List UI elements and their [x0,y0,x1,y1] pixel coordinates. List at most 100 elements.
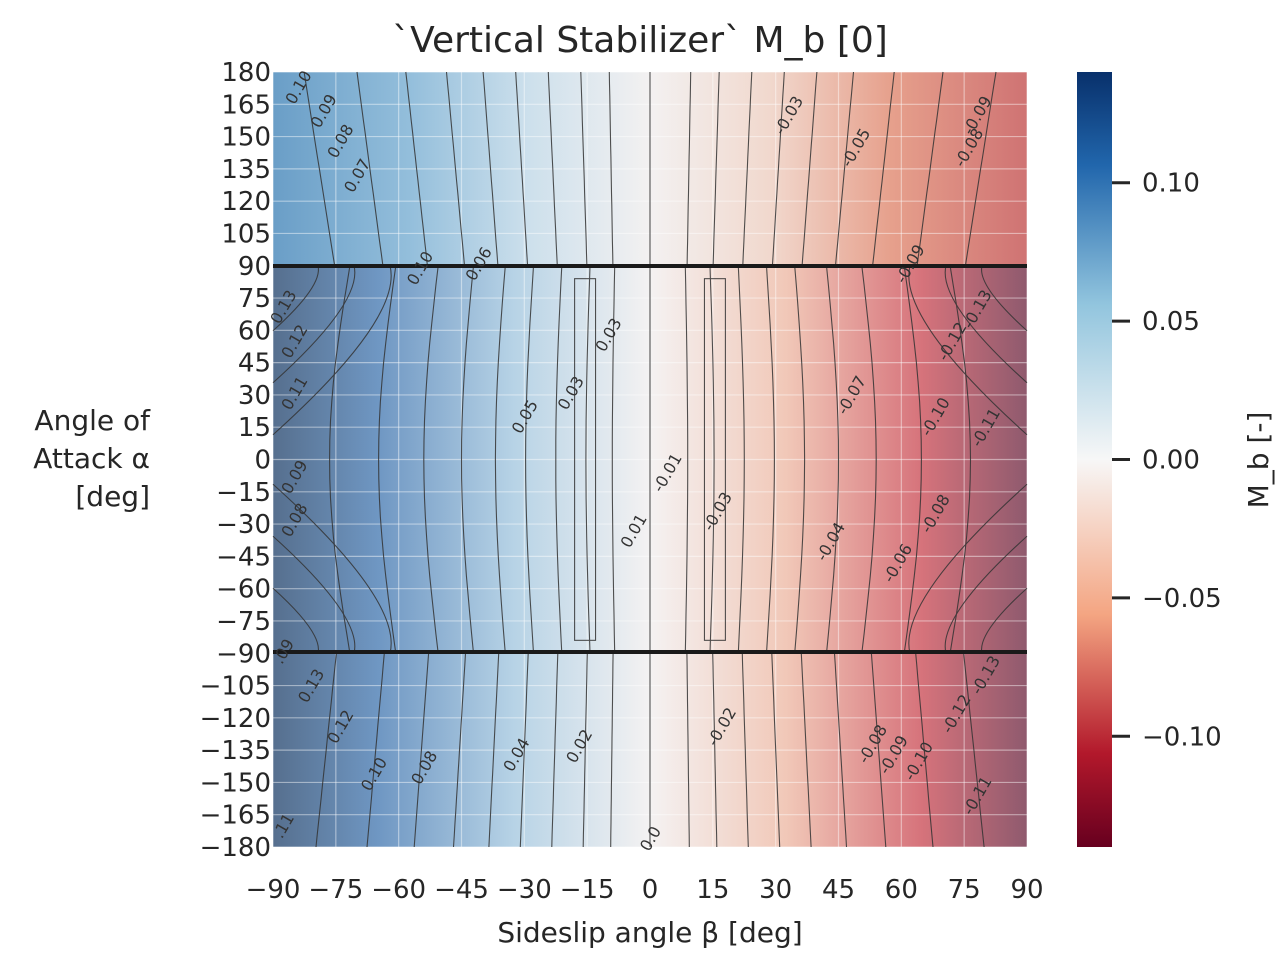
contour-line [833,653,848,848]
contour-line [771,71,785,266]
y-tick-label: 60 [238,316,271,346]
contour-line [582,653,588,848]
colorbar-tick-label: 0.05 [1142,307,1200,337]
colorbar-tick-label: −0.10 [1142,722,1222,752]
plot-area: 0.100.090.080.070.10 0.060.130.120.110.09… [266,67,1028,854]
contour-line [488,653,500,848]
contour-line [686,653,690,848]
contour-line [315,653,337,848]
contour-line [519,653,529,848]
y-tick-label: −30 [216,510,271,540]
contour-line [378,265,397,654]
y-tick-label: −180 [200,833,271,863]
y-tick-label: 45 [238,349,271,379]
x-tick-label: 75 [948,875,981,905]
colorbar-tick-label: 0.10 [1142,169,1200,199]
contour-line [949,265,972,654]
contour-line [742,71,753,266]
contour-line [903,265,922,654]
contour-line-arc [981,587,1028,654]
contour-line [405,71,428,266]
contour-line [737,265,745,654]
contour-line [555,265,563,654]
y-tick-label: 105 [221,219,271,249]
contour-line [460,265,475,654]
x-tick-label: 45 [822,875,855,905]
x-tick-label: −15 [560,875,615,905]
x-tick-label: −60 [371,875,426,905]
contour-line [915,653,934,848]
contour-line [525,265,535,654]
x-tick-label: 30 [759,875,792,905]
contour-line-arc [272,265,356,384]
x-axis-label: Sideslip angle β [deg] [497,916,802,949]
contour-line [870,653,887,848]
x-tick-label: −75 [308,875,363,905]
contour-line-arc [272,265,319,332]
contour-line-arc [908,265,1028,436]
x-tick-label: −90 [246,875,301,905]
contour-line [861,265,877,654]
contour-line [916,71,944,266]
y-axis-label-line-2: Attack α [33,442,150,475]
x-tick-label: 90 [1010,875,1043,905]
contour-line-arc [944,535,1028,654]
y-tick-label: −165 [200,801,271,831]
y-tick-label: 120 [221,187,271,217]
contour-line [825,265,840,654]
contour-line-arc [944,265,1028,384]
contour-line [585,265,591,654]
y-tick-label: 165 [221,90,271,120]
contour-line [366,653,385,848]
chart-title: `Vertical Stabilizer` M_b [0] [392,20,888,61]
contour-line [303,71,336,266]
y-tick-label: −15 [216,478,271,508]
contour-line [800,653,812,848]
y-tick-label: −90 [216,639,271,669]
y-tick-label: −75 [216,607,271,637]
y-tick-label: 15 [238,413,271,443]
contour-line [482,71,499,266]
contour-line [610,653,614,848]
colorbar-tick-label: 0.00 [1142,446,1200,476]
contour-line [801,71,818,266]
x-axis-ticks: −90 −75 −60 −45 −30 −15 0 15 30 45 60 75 90 [246,875,1044,905]
contour-line-arc [272,265,392,436]
y-tick-label: −105 [200,672,271,702]
colorbar-tick-label: −0.05 [1142,584,1222,614]
x-tick-label: 15 [696,875,729,905]
y-axis-label-line-3: [deg] [75,480,150,513]
y-tick-label: 30 [238,381,271,411]
contour-line [329,265,351,654]
y-tick-label: 0 [254,446,271,476]
contour-line [551,653,559,848]
contour-line-arc [272,483,392,654]
contour-line [765,265,775,654]
x-tick-label: 60 [885,875,918,905]
y-tick-label: −60 [216,575,271,605]
contour-line-arc [981,265,1028,332]
contour-line [423,265,439,654]
contour-line-arc [272,535,356,654]
contour-box-right [703,278,726,641]
y-tick-label: 75 [238,284,271,314]
contour-line [494,265,506,654]
y-tick-label: −150 [200,768,271,798]
y-tick-label: 150 [221,123,271,153]
contour-line [515,71,529,266]
contour-line-arc [272,587,319,654]
colorbar-ticks: 0.10 0.05 0.00 −0.05 −0.10 [1112,169,1222,752]
contour-line [964,71,997,266]
y-axis-label-line-1: Angle of [34,404,151,437]
contour-line [712,71,720,266]
colorbar-gradient [1077,72,1112,847]
contour-line-arc [908,483,1028,654]
contour-box-left [574,278,597,641]
contour-line [963,653,985,848]
contour-line [684,265,689,654]
contour-line [794,265,806,654]
x-tick-label: −30 [497,875,552,905]
x-tick-label: 0 [642,875,659,905]
contour-line [452,653,467,848]
